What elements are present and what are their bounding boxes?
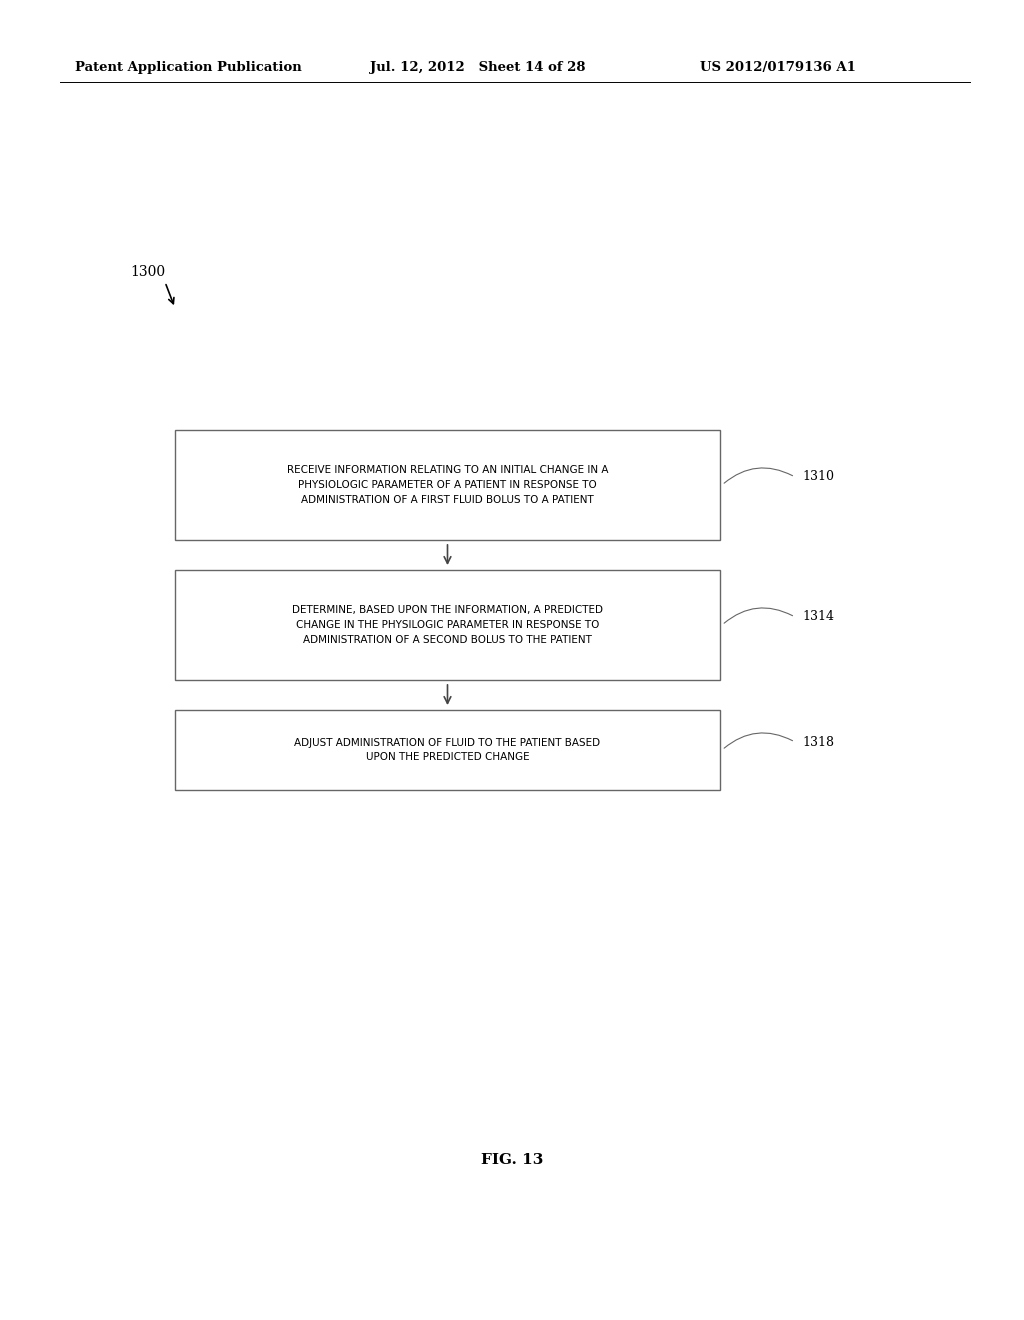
Text: Patent Application Publication: Patent Application Publication bbox=[75, 62, 302, 74]
Text: RECEIVE INFORMATION RELATING TO AN INITIAL CHANGE IN A
PHYSIOLOGIC PARAMETER OF : RECEIVE INFORMATION RELATING TO AN INITI… bbox=[287, 465, 608, 504]
Text: 1318: 1318 bbox=[802, 735, 834, 748]
Text: 1300: 1300 bbox=[130, 265, 165, 279]
Bar bbox=[175, 430, 720, 540]
Text: US 2012/0179136 A1: US 2012/0179136 A1 bbox=[700, 62, 856, 74]
Text: DETERMINE, BASED UPON THE INFORMATION, A PREDICTED
CHANGE IN THE PHYSILOGIC PARA: DETERMINE, BASED UPON THE INFORMATION, A… bbox=[292, 605, 603, 644]
Bar bbox=[175, 710, 720, 789]
Bar bbox=[175, 570, 720, 680]
Text: Jul. 12, 2012   Sheet 14 of 28: Jul. 12, 2012 Sheet 14 of 28 bbox=[370, 62, 586, 74]
Text: 1314: 1314 bbox=[802, 610, 834, 623]
Text: 1310: 1310 bbox=[802, 470, 834, 483]
Text: ADJUST ADMINISTRATION OF FLUID TO THE PATIENT BASED
UPON THE PREDICTED CHANGE: ADJUST ADMINISTRATION OF FLUID TO THE PA… bbox=[295, 738, 600, 763]
Text: FIG. 13: FIG. 13 bbox=[481, 1152, 543, 1167]
